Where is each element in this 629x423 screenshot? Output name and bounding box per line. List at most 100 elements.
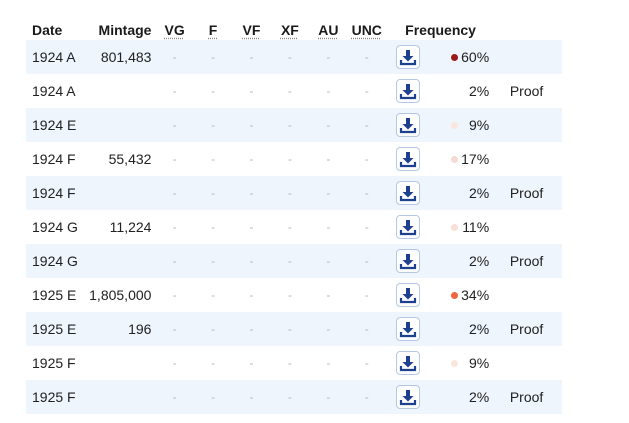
cell-price-vg: - xyxy=(172,152,177,166)
cell-price-xf: - xyxy=(270,176,310,210)
cell-date: 1924 G xyxy=(32,219,78,235)
cell-price-f: - xyxy=(211,84,216,98)
download-button[interactable] xyxy=(396,215,421,239)
table-row: 1924 G - - - - - -2% Proof xyxy=(26,244,562,278)
cell-price-unc: - xyxy=(364,356,369,370)
cell-price-au: - xyxy=(309,380,348,414)
cell-download xyxy=(386,346,430,380)
download-button[interactable] xyxy=(396,45,421,69)
header-mintage[interactable]: Mintage xyxy=(98,22,152,38)
cell-price-vg: - xyxy=(155,380,194,414)
cell-frequency: 2% xyxy=(430,244,496,278)
header-note xyxy=(495,14,562,40)
download-button[interactable] xyxy=(396,283,421,307)
cell-mintage xyxy=(80,380,156,414)
frequency-value: 2% xyxy=(468,321,490,337)
download-button[interactable] xyxy=(396,113,421,137)
cell-mintage: 55,432 xyxy=(108,151,152,167)
cell-price-vf: - xyxy=(249,152,254,166)
table-row: 1924 G 11,224 - - - - - - 11% xyxy=(26,210,562,244)
frequency-dot-icon xyxy=(451,291,459,299)
download-button[interactable] xyxy=(396,79,421,103)
frequency-value: 2% xyxy=(468,185,490,201)
cell-price-xf: - xyxy=(287,84,292,98)
cell-mintage xyxy=(80,176,156,210)
cell-frequency: 9% xyxy=(430,108,496,142)
table-row: 1925 E 1,805,000 - - - - - - 34% xyxy=(26,278,562,312)
frequency-dot-icon xyxy=(451,359,459,367)
frequency-value: 9% xyxy=(468,117,490,133)
download-button[interactable] xyxy=(396,385,421,409)
cell-price-vg: - xyxy=(155,108,194,142)
cell-price-vf: - xyxy=(249,84,254,98)
cell-price-au: - xyxy=(326,152,331,166)
cell-price-vg: - xyxy=(155,176,194,210)
cell-price-vg: - xyxy=(172,356,177,370)
download-button[interactable] xyxy=(396,317,421,341)
cell-price-f: - xyxy=(211,288,216,302)
header-grade-unc[interactable]: UNC xyxy=(351,22,382,38)
download-button[interactable] xyxy=(396,181,421,205)
download-icon xyxy=(400,390,417,406)
table-row: 1925 F - - - - - -2% Proof xyxy=(26,380,562,414)
cell-price-unc: - xyxy=(347,380,386,414)
cell-price-unc: - xyxy=(347,312,386,346)
download-icon xyxy=(400,152,417,168)
cell-mintage: 1,805,000 xyxy=(89,287,152,303)
cell-price-f: - xyxy=(211,220,216,234)
cell-price-vf: - xyxy=(232,312,271,346)
table-row: 1925 F - - - - - - 9% xyxy=(26,346,562,380)
download-button[interactable] xyxy=(396,249,421,273)
cell-date: 1925 E xyxy=(32,287,77,303)
cell-price-unc: - xyxy=(364,288,369,302)
header-frequency: Frequency xyxy=(405,22,476,38)
cell-frequency: 2% xyxy=(430,74,495,108)
cell-price-vf: - xyxy=(232,40,271,74)
cell-date: 1925 F xyxy=(32,355,76,371)
cell-price-unc: - xyxy=(347,244,386,278)
cell-note xyxy=(495,346,562,380)
download-icon xyxy=(400,118,417,134)
cell-price-au: - xyxy=(326,356,331,370)
cell-price-au: - xyxy=(326,288,331,302)
cell-date: 1924 F xyxy=(32,151,76,167)
header-grade-vf[interactable]: VF xyxy=(242,22,261,38)
download-button[interactable] xyxy=(396,351,421,375)
header-grade-f[interactable]: F xyxy=(208,22,218,38)
cell-price-au: - xyxy=(309,40,348,74)
cell-price-unc: - xyxy=(347,176,386,210)
cell-date: 1925 E xyxy=(26,312,81,346)
cell-mintage xyxy=(80,108,156,142)
cell-price-au: - xyxy=(309,244,348,278)
cell-price-unc: - xyxy=(347,108,386,142)
cell-mintage: 196 xyxy=(80,312,156,346)
header-grade-vg[interactable]: VG xyxy=(164,22,185,38)
frequency-value: 2% xyxy=(468,389,490,405)
frequency-value: 9% xyxy=(468,355,490,371)
cell-mintage xyxy=(81,346,156,380)
cell-price-vf: - xyxy=(232,244,271,278)
header-date[interactable]: Date xyxy=(32,22,63,38)
cell-price-f: - xyxy=(211,152,216,166)
coin-mintage-table-container: Date Mintage VG F VF XF AU UNC Frequency… xyxy=(26,14,562,414)
cell-note xyxy=(495,142,562,176)
download-icon xyxy=(400,322,417,338)
cell-price-xf: - xyxy=(270,244,310,278)
cell-frequency: 17% xyxy=(430,142,495,176)
cell-frequency: 34% xyxy=(430,278,495,312)
cell-price-au: - xyxy=(326,84,331,98)
cell-price-f: - xyxy=(193,380,233,414)
frequency-value: 11% xyxy=(462,219,490,235)
table-row: 1924 A 801,483- - - - - -60% xyxy=(26,40,562,74)
cell-download xyxy=(386,142,430,176)
cell-date: 1924 F xyxy=(26,176,81,210)
cell-date: 1924 A xyxy=(32,83,76,99)
download-button[interactable] xyxy=(396,147,421,171)
header-grade-au[interactable]: AU xyxy=(318,22,339,38)
cell-price-au: - xyxy=(326,220,331,234)
header-grade-xf[interactable]: XF xyxy=(280,22,299,38)
cell-note xyxy=(495,278,562,312)
cell-download xyxy=(385,312,431,346)
cell-price-f: - xyxy=(211,356,216,370)
cell-frequency: 2% xyxy=(430,380,496,414)
